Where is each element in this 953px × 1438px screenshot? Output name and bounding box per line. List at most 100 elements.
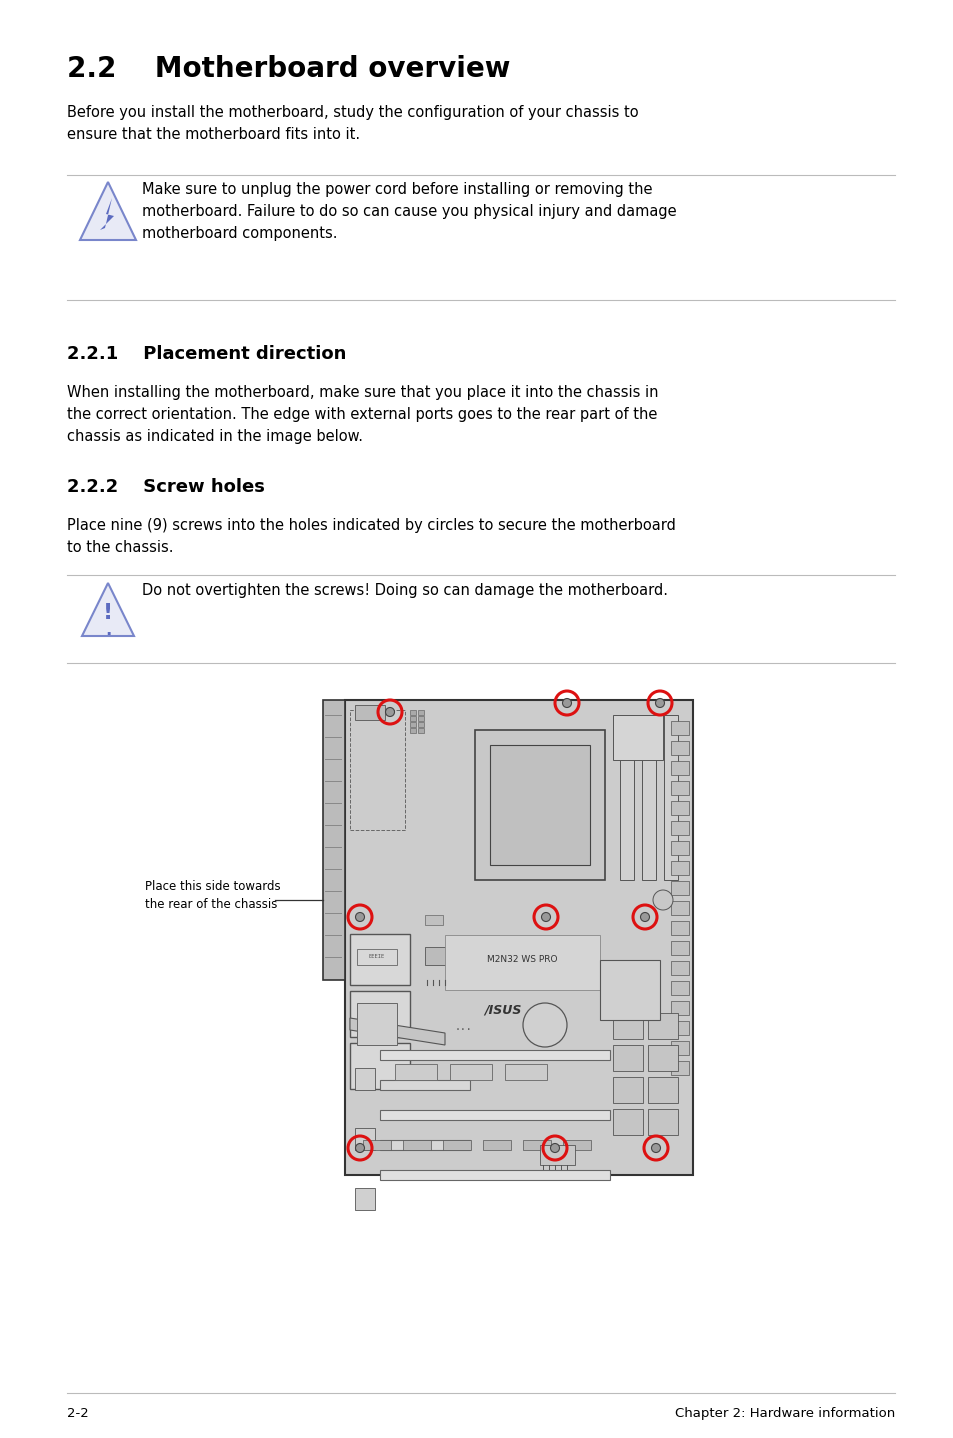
Bar — [356, 949, 396, 965]
Bar — [395, 1064, 436, 1080]
Polygon shape — [100, 198, 113, 230]
Bar — [475, 731, 604, 880]
Bar — [670, 801, 688, 815]
Text: Chapter 2: Hardware information: Chapter 2: Hardware information — [674, 1406, 894, 1419]
Bar — [444, 935, 599, 989]
Bar — [670, 920, 688, 935]
Circle shape — [652, 890, 672, 910]
Text: /ISUS: /ISUS — [484, 1004, 521, 1017]
Bar — [410, 728, 416, 733]
Circle shape — [522, 1002, 566, 1047]
Bar — [647, 1045, 678, 1071]
Bar — [355, 705, 385, 720]
Bar — [402, 1140, 431, 1150]
Bar — [647, 1077, 678, 1103]
Text: Place nine (9) screws into the holes indicated by circles to secure the motherbo: Place nine (9) screws into the holes ind… — [67, 518, 675, 555]
Circle shape — [355, 913, 364, 922]
Text: .: . — [105, 621, 112, 638]
Text: M2N32 WS PRO: M2N32 WS PRO — [486, 955, 557, 965]
Bar — [670, 961, 688, 975]
Bar — [613, 1012, 642, 1040]
Text: 2.2.1    Placement direction: 2.2.1 Placement direction — [67, 345, 346, 362]
Bar — [647, 1109, 678, 1135]
Bar — [350, 1043, 410, 1089]
Bar — [522, 1140, 551, 1150]
Bar — [379, 1171, 609, 1181]
Bar — [482, 1140, 511, 1150]
Bar — [670, 940, 688, 955]
Bar — [379, 1110, 609, 1120]
Bar — [670, 981, 688, 995]
Bar — [490, 745, 589, 866]
Circle shape — [550, 1143, 558, 1152]
Bar — [355, 1127, 375, 1150]
Bar — [424, 915, 442, 925]
Bar — [379, 1050, 609, 1060]
Text: Place this side towards
the rear of the chassis: Place this side towards the rear of the … — [145, 880, 280, 912]
Bar — [355, 1068, 375, 1090]
Bar — [670, 902, 688, 915]
Bar — [670, 781, 688, 795]
Bar — [410, 722, 416, 728]
Bar — [417, 728, 423, 733]
Circle shape — [385, 707, 395, 716]
Bar — [670, 720, 688, 735]
Bar — [663, 715, 678, 880]
Bar — [323, 700, 345, 981]
Bar — [410, 710, 416, 715]
Bar — [417, 722, 423, 728]
Bar — [670, 841, 688, 856]
Bar — [379, 1140, 470, 1150]
Bar — [647, 1012, 678, 1040]
Bar — [670, 821, 688, 835]
Bar — [379, 1080, 470, 1090]
Circle shape — [562, 699, 571, 707]
Bar — [613, 1077, 642, 1103]
Bar — [350, 991, 410, 1037]
Bar — [619, 715, 634, 880]
Bar — [613, 1045, 642, 1071]
Bar — [670, 1021, 688, 1035]
Bar — [345, 700, 692, 1175]
Bar — [670, 1041, 688, 1055]
Text: Do not overtighten the screws! Doing so can damage the motherboard.: Do not overtighten the screws! Doing so … — [142, 582, 667, 598]
Bar — [417, 710, 423, 715]
Bar — [670, 861, 688, 874]
Bar — [539, 1145, 575, 1165]
Text: Before you install the motherboard, study the configuration of your chassis to
e: Before you install the motherboard, stud… — [67, 105, 638, 142]
Text: 2-2: 2-2 — [67, 1406, 89, 1419]
Bar — [350, 710, 405, 830]
Text: When installing the motherboard, make sure that you place it into the chassis in: When installing the motherboard, make su… — [67, 385, 658, 444]
Polygon shape — [80, 183, 136, 240]
Circle shape — [355, 1143, 364, 1152]
Bar — [424, 948, 453, 965]
Text: ...: ... — [454, 1022, 472, 1032]
Bar — [670, 1001, 688, 1015]
Bar — [613, 1109, 642, 1135]
Text: 2.2    Motherboard overview: 2.2 Motherboard overview — [67, 55, 510, 83]
Bar — [363, 1140, 391, 1150]
Bar — [417, 716, 423, 720]
Bar — [356, 1002, 396, 1045]
Bar — [670, 881, 688, 894]
Text: Make sure to unplug the power cord before installing or removing the
motherboard: Make sure to unplug the power cord befor… — [142, 183, 676, 242]
Circle shape — [651, 1143, 659, 1152]
Text: EEEIE: EEEIE — [369, 955, 385, 959]
Bar — [670, 741, 688, 755]
Bar — [350, 935, 410, 985]
Bar — [450, 1064, 492, 1080]
Polygon shape — [82, 582, 133, 636]
Bar — [641, 715, 656, 880]
Bar — [355, 1188, 375, 1209]
Text: 2.2.2    Screw holes: 2.2.2 Screw holes — [67, 477, 265, 496]
Polygon shape — [350, 1018, 444, 1045]
Circle shape — [655, 699, 664, 707]
Bar — [599, 961, 659, 1020]
Text: !: ! — [103, 603, 113, 623]
Bar — [410, 716, 416, 720]
Circle shape — [639, 913, 649, 922]
Bar — [670, 1061, 688, 1076]
Bar — [442, 1140, 471, 1150]
Bar — [670, 761, 688, 775]
Bar — [613, 715, 662, 761]
